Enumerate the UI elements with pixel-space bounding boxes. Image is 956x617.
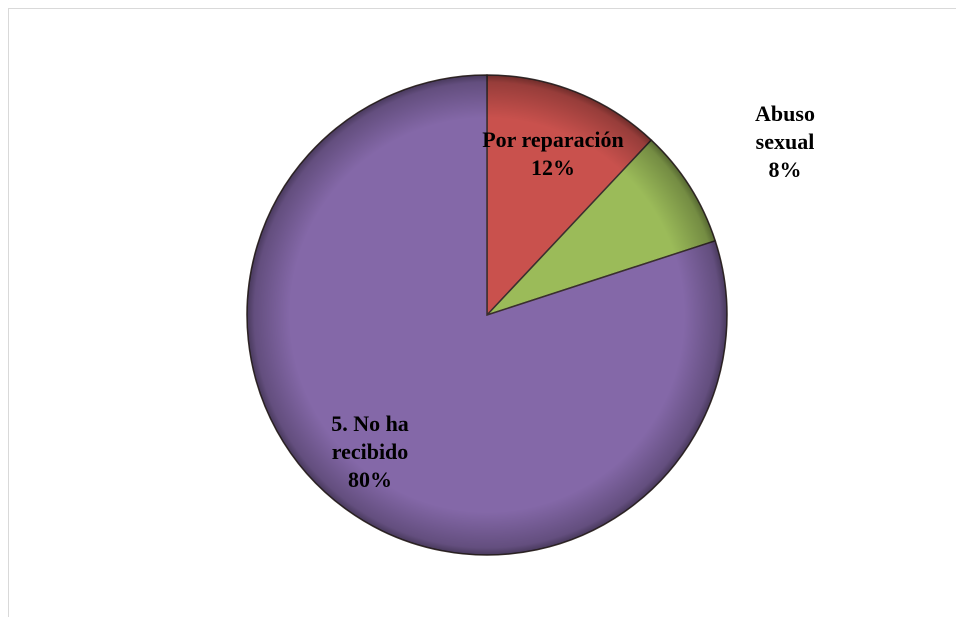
- value-label: 12%: [531, 155, 575, 180]
- data-label: Por reparación 12%: [478, 126, 628, 182]
- data-label: 5. No ha recibido 80%: [300, 410, 440, 494]
- value-label: 80%: [348, 467, 392, 492]
- category-label: 5. No ha recibido: [331, 411, 409, 464]
- category-label: Abuso sexual: [755, 101, 815, 154]
- value-label: 8%: [768, 157, 802, 182]
- data-label: Abuso sexual 8%: [730, 100, 840, 184]
- category-label: Por reparación: [482, 127, 624, 152]
- chart-frame: [8, 8, 956, 617]
